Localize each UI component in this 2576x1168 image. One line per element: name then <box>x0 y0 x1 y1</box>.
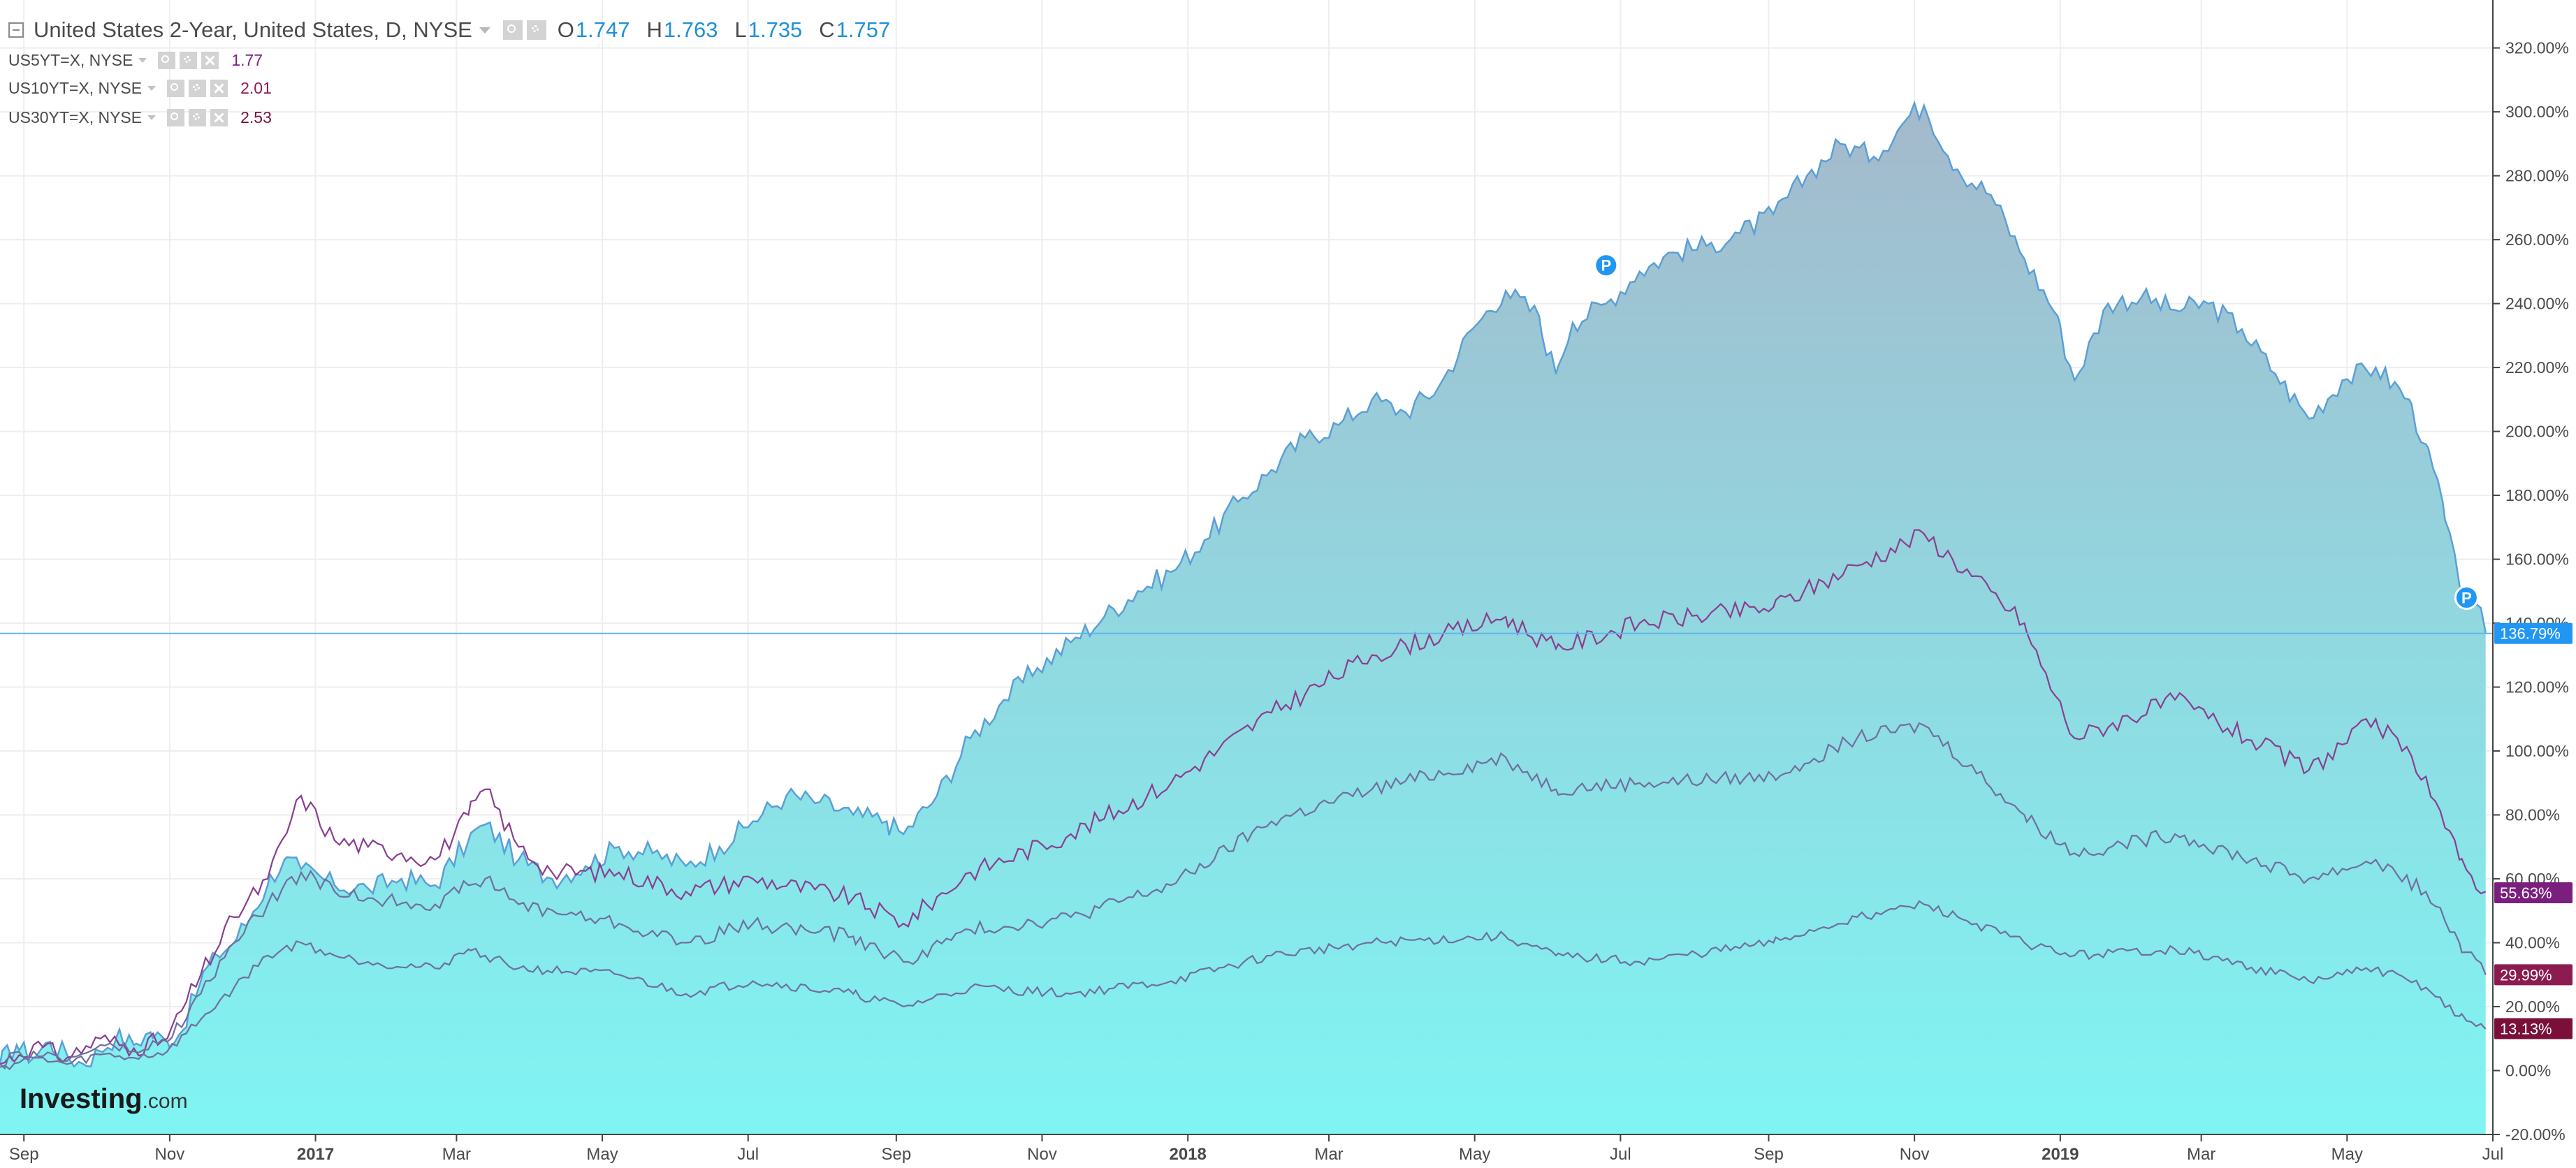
y-tick-label: 100.00% <box>2505 742 2569 760</box>
compare-value: 1.77 <box>231 50 263 69</box>
comparison-line-1 <box>0 529 2487 1065</box>
y-tick-label: -20.00% <box>2505 1125 2566 1144</box>
y-tick-label: 300.00% <box>2505 103 2569 121</box>
compare-price-label-1-bg <box>2494 882 2573 904</box>
ohlc-close-value: 1.757 <box>836 17 891 42</box>
close-icon[interactable] <box>210 108 228 126</box>
y-tick-label: 160.00% <box>2505 550 2569 569</box>
x-tick-label: Nov <box>155 1145 185 1164</box>
eye-icon[interactable] <box>502 20 523 40</box>
gear-icon[interactable] <box>180 51 198 69</box>
x-tick-label: Nov <box>1027 1145 1057 1164</box>
x-tick-label: May <box>1459 1145 1490 1164</box>
ohlc-low-value: 1.735 <box>748 17 803 42</box>
x-tick-label: Jul <box>1610 1145 1631 1164</box>
x-tick-label: Sep <box>9 1145 39 1164</box>
eye-icon[interactable] <box>158 51 176 69</box>
y-tick-label: 0.00% <box>2505 1062 2551 1080</box>
y-tick-label: 320.00% <box>2505 39 2569 57</box>
y-tick-label: 280.00% <box>2505 167 2569 185</box>
x-tick-label: Sep <box>881 1145 911 1164</box>
compare-value: 2.53 <box>240 108 272 126</box>
main-series-line <box>0 100 2487 1068</box>
x-tick-label: Mar <box>2187 1145 2215 1164</box>
compare-price-label-3-bg <box>2494 1018 2573 1039</box>
ohlc-high-key: H <box>646 17 662 42</box>
chevron-down-icon[interactable] <box>147 115 157 120</box>
y-tick-label: 240.00% <box>2505 295 2569 313</box>
ohlc-low-key: L <box>734 17 747 42</box>
gear-icon[interactable] <box>526 20 546 40</box>
x-tick-label: May <box>2331 1145 2363 1164</box>
eye-icon[interactable] <box>167 79 185 97</box>
x-tick-label: Jul <box>2482 1145 2504 1164</box>
x-tick-label: Nov <box>1900 1145 1930 1164</box>
x-tick-label: 2018 <box>1169 1145 1206 1164</box>
gear-icon[interactable] <box>189 108 207 126</box>
x-tick-label: May <box>586 1145 618 1164</box>
main-series-row: United States 2-Year, United States, D, … <box>8 14 900 46</box>
chart-marker-text: P <box>1601 257 1612 275</box>
eye-icon[interactable] <box>167 108 185 126</box>
watermark-suffix: .com <box>143 1090 188 1113</box>
compare-row-us10y: US10YT=X, NYSE 2.01 <box>8 75 272 101</box>
x-tick-label: Sep <box>1754 1145 1784 1164</box>
current-value-label-bg <box>2494 622 2573 644</box>
chart-marker <box>1594 253 1619 278</box>
x-tick-label: 2019 <box>2042 1145 2079 1164</box>
legend-panel: United States 2-Year, United States, D, … <box>0 0 1118 140</box>
close-icon[interactable] <box>201 51 219 69</box>
compare-label: US30YT=X, NYSE <box>8 108 143 126</box>
chart-markers: PP <box>1594 253 2479 610</box>
y-tick-label: 180.00% <box>2505 486 2569 504</box>
compare-row-us5y: US5YT=X, NYSE 1.77 <box>8 48 263 73</box>
compare-price-label-1: 55.63% <box>2500 884 2552 902</box>
investing-watermark: Investing.com <box>20 1083 188 1114</box>
compare-price-label-2-bg <box>2494 964 2573 986</box>
ohlc-close-key: C <box>819 17 835 42</box>
compare-label: US10YT=X, NYSE <box>8 78 143 97</box>
chart-marker <box>2454 585 2479 610</box>
y-tick-label: 260.00% <box>2505 231 2569 249</box>
y-tick-label: 200.00% <box>2505 423 2569 441</box>
x-tick-label: Mar <box>1314 1145 1343 1164</box>
watermark-brand: Investing <box>20 1083 143 1114</box>
close-icon[interactable] <box>210 79 228 97</box>
gear-icon[interactable] <box>189 79 207 97</box>
compare-row-us30y: US30YT=X, NYSE 2.53 <box>8 105 272 130</box>
compare-price-label-2: 29.99% <box>2500 966 2552 984</box>
main-series-area <box>0 103 2486 1134</box>
chart-marker-text: P <box>2461 589 2472 606</box>
current-value-label: 136.79% <box>2500 625 2561 643</box>
x-tick-label: Mar <box>442 1145 471 1164</box>
compare-label: US5YT=X, NYSE <box>8 50 133 69</box>
collapse-icon[interactable] <box>8 22 24 38</box>
chevron-down-icon[interactable] <box>138 57 147 63</box>
y-tick-label: 40.00% <box>2505 934 2560 952</box>
x-tick-label: Jul <box>737 1145 759 1164</box>
svg-text:Investing.com: Investing.com <box>20 1083 188 1114</box>
y-tick-label: 20.00% <box>2505 998 2560 1016</box>
comparison-line-2 <box>0 722 2487 1070</box>
chevron-down-icon[interactable] <box>479 27 490 34</box>
compare-price-label-3: 13.13% <box>2500 1020 2552 1037</box>
y-tick-label: 220.00% <box>2505 358 2569 377</box>
compare-value: 2.01 <box>240 78 272 97</box>
comparison-lines <box>0 529 2487 1071</box>
y-tick-label: 120.00% <box>2505 678 2569 696</box>
chevron-down-icon[interactable] <box>147 85 157 91</box>
ohlc-open-key: O <box>557 17 574 42</box>
x-axis-panel <box>0 1134 2576 1168</box>
ohlc-open-value: 1.747 <box>575 17 630 42</box>
y-tick-label: 80.00% <box>2505 806 2560 824</box>
main-series-title: United States 2-Year, United States, D, … <box>34 17 472 42</box>
x-tick-label: 2017 <box>297 1145 334 1164</box>
comparison-line-3 <box>0 900 2487 1071</box>
area-layer <box>0 100 2487 1134</box>
ohlc-high-value: 1.763 <box>663 17 718 42</box>
